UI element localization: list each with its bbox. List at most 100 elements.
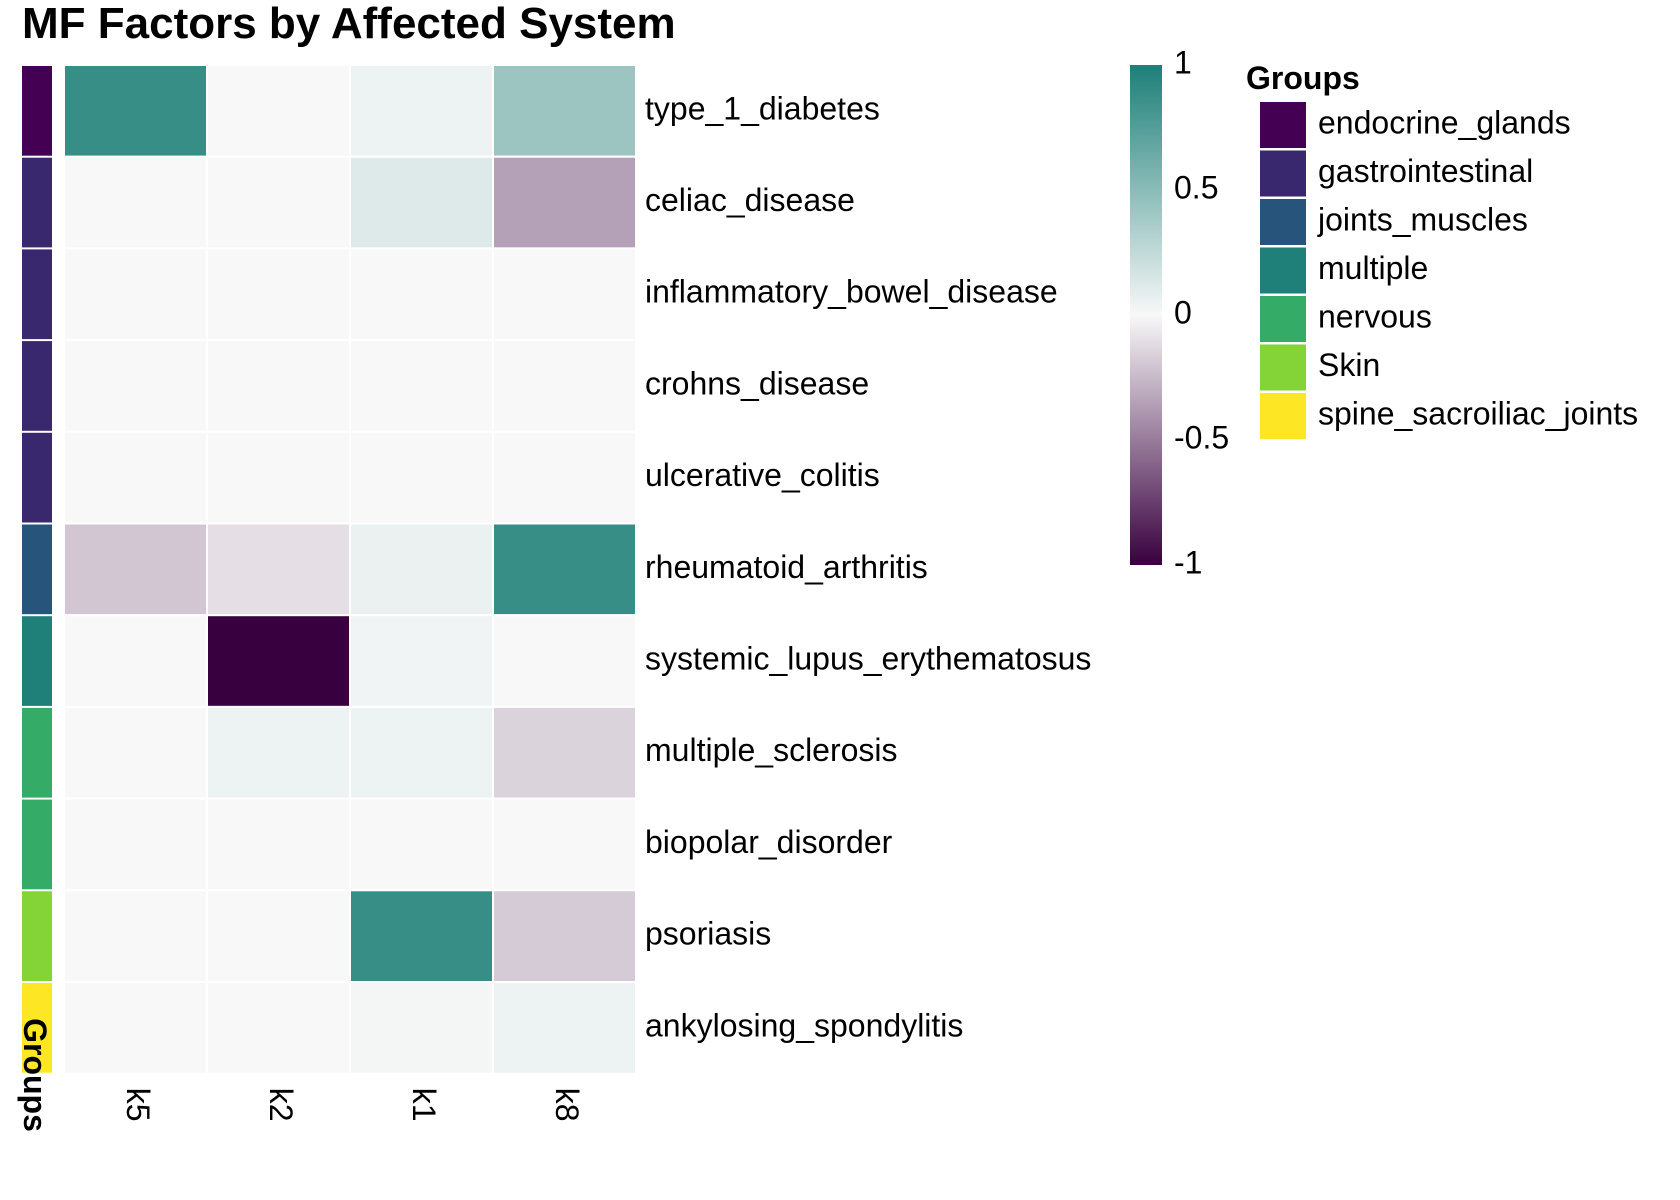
group-annotation-cell [22, 432, 52, 523]
colorbar-tick-label: 0.5 [1174, 169, 1218, 205]
groups-axis-label: Groups [17, 1018, 53, 1132]
heatmap-cell [63, 797, 208, 892]
legend-label: nervous [1318, 298, 1432, 334]
heatmap-cell [492, 339, 637, 433]
heatmap-cell [206, 247, 351, 342]
chart-title: MF Factors by Affected System [22, 0, 676, 48]
column-labels: k5 k2 k1 k8 [120, 1088, 585, 1122]
heatmap-cell [492, 522, 637, 617]
column-label: k8 [549, 1088, 585, 1122]
heatmap-cell [492, 155, 637, 250]
legend-title: Groups [1246, 60, 1360, 96]
column-label: k1 [406, 1088, 442, 1122]
heatmap-cell [492, 981, 637, 1075]
row-label: psoriasis [645, 916, 771, 952]
row-label: crohns_disease [645, 365, 869, 401]
colorbar-ticks: 1 0.5 0 -0.5 -1 [1174, 44, 1229, 580]
heatmap-cell [63, 522, 208, 617]
heatmap-cell [63, 339, 208, 433]
group-annotation-strip [22, 66, 52, 1073]
heatmap-cell [492, 889, 637, 983]
row-label: ulcerative_colitis [645, 457, 880, 493]
heatmap-cell [206, 981, 351, 1075]
heatmap-cell [349, 339, 494, 433]
heatmap-cell [206, 155, 351, 250]
heatmap-cell [349, 797, 494, 892]
row-label: ankylosing_spondylitis [645, 1007, 963, 1043]
row-label: systemic_lupus_erythematosus [645, 641, 1091, 677]
legend-swatch [1260, 296, 1306, 342]
heatmap-cell [349, 430, 494, 525]
heatmap-cell [206, 430, 351, 525]
heatmap-cell [206, 797, 351, 892]
heatmap-cell [492, 705, 637, 800]
heatmap-cell [349, 889, 494, 983]
row-label: type_1_diabetes [645, 90, 880, 126]
group-annotation-cell [22, 66, 52, 156]
colorbar-tick-label: -0.5 [1174, 419, 1229, 455]
group-annotation-cell [22, 707, 52, 798]
heatmap-cell [63, 247, 208, 342]
legend-label: gastrointestinal [1318, 153, 1533, 189]
row-label: rheumatoid_arthritis [645, 549, 928, 585]
legend-items: endocrine_glands gastrointestinal joints_m… [1260, 102, 1638, 439]
legend-swatch [1260, 102, 1306, 148]
heatmap-cell [206, 64, 351, 158]
heatmap-cell [349, 614, 494, 708]
legend-swatch [1260, 393, 1306, 439]
column-label: k2 [263, 1088, 299, 1122]
heatmap-cell [492, 64, 637, 158]
colorbar-tick-label: 1 [1174, 44, 1192, 80]
row-labels: type_1_diabetes celiac_disease inflammator… [645, 90, 1091, 1043]
group-annotation-cell [22, 249, 52, 340]
row-label: inflammatory_bowel_disease [645, 274, 1058, 310]
row-label: multiple_sclerosis [645, 732, 898, 768]
group-annotation-cell [22, 891, 52, 981]
legend-swatch [1260, 344, 1306, 391]
heatmap-cell [63, 430, 208, 525]
heatmap-cell [63, 889, 208, 983]
colorbar-gradient [1130, 65, 1162, 565]
legend-label: joints_muscles [1317, 201, 1528, 237]
group-annotation-cell [22, 799, 52, 890]
legend-swatch [1260, 199, 1306, 245]
heatmap-cell [492, 247, 637, 342]
heatmap-cell [63, 614, 208, 708]
heatmap-cell [349, 522, 494, 617]
heatmap-cell [492, 614, 637, 708]
legend-label: endocrine_glands [1318, 104, 1571, 140]
heatmap-cell [63, 981, 208, 1075]
heatmap-cell [349, 981, 494, 1075]
heatmap-cell [349, 64, 494, 158]
heatmap-cell [63, 705, 208, 800]
legend-swatch [1260, 247, 1306, 294]
group-annotation-cell [22, 341, 52, 431]
legend-label: multiple [1318, 250, 1428, 286]
heatmap-cell [63, 155, 208, 250]
legend-label: spine_sacroiliac_joints [1318, 395, 1638, 431]
heatmap-cell [206, 889, 351, 983]
heatmap-cell [349, 247, 494, 342]
heatmap-cell [206, 522, 351, 617]
colorbar-tick-label: -1 [1174, 544, 1202, 580]
heatmap-cell [206, 614, 351, 708]
row-label: celiac_disease [645, 182, 855, 218]
row-label: biopolar_disorder [645, 824, 893, 860]
legend-label: Skin [1318, 347, 1380, 383]
heatmap-cells [63, 64, 637, 1075]
heatmap-cell [63, 64, 208, 158]
column-label: k5 [120, 1088, 156, 1122]
heatmap-cell [206, 705, 351, 800]
groups-legend: Groups endocrine_glands gastrointestinal j… [1246, 60, 1638, 439]
legend-swatch [1260, 150, 1306, 197]
group-annotation-cell [22, 157, 52, 248]
colorbar: 1 0.5 0 -0.5 -1 [1130, 44, 1229, 580]
heatmap-cell [349, 155, 494, 250]
group-annotation-cell [22, 524, 52, 615]
group-annotation-cell [22, 616, 52, 706]
heatmap-cell [492, 797, 637, 892]
heatmap-cell [206, 339, 351, 433]
colorbar-tick-label: 0 [1174, 294, 1192, 330]
